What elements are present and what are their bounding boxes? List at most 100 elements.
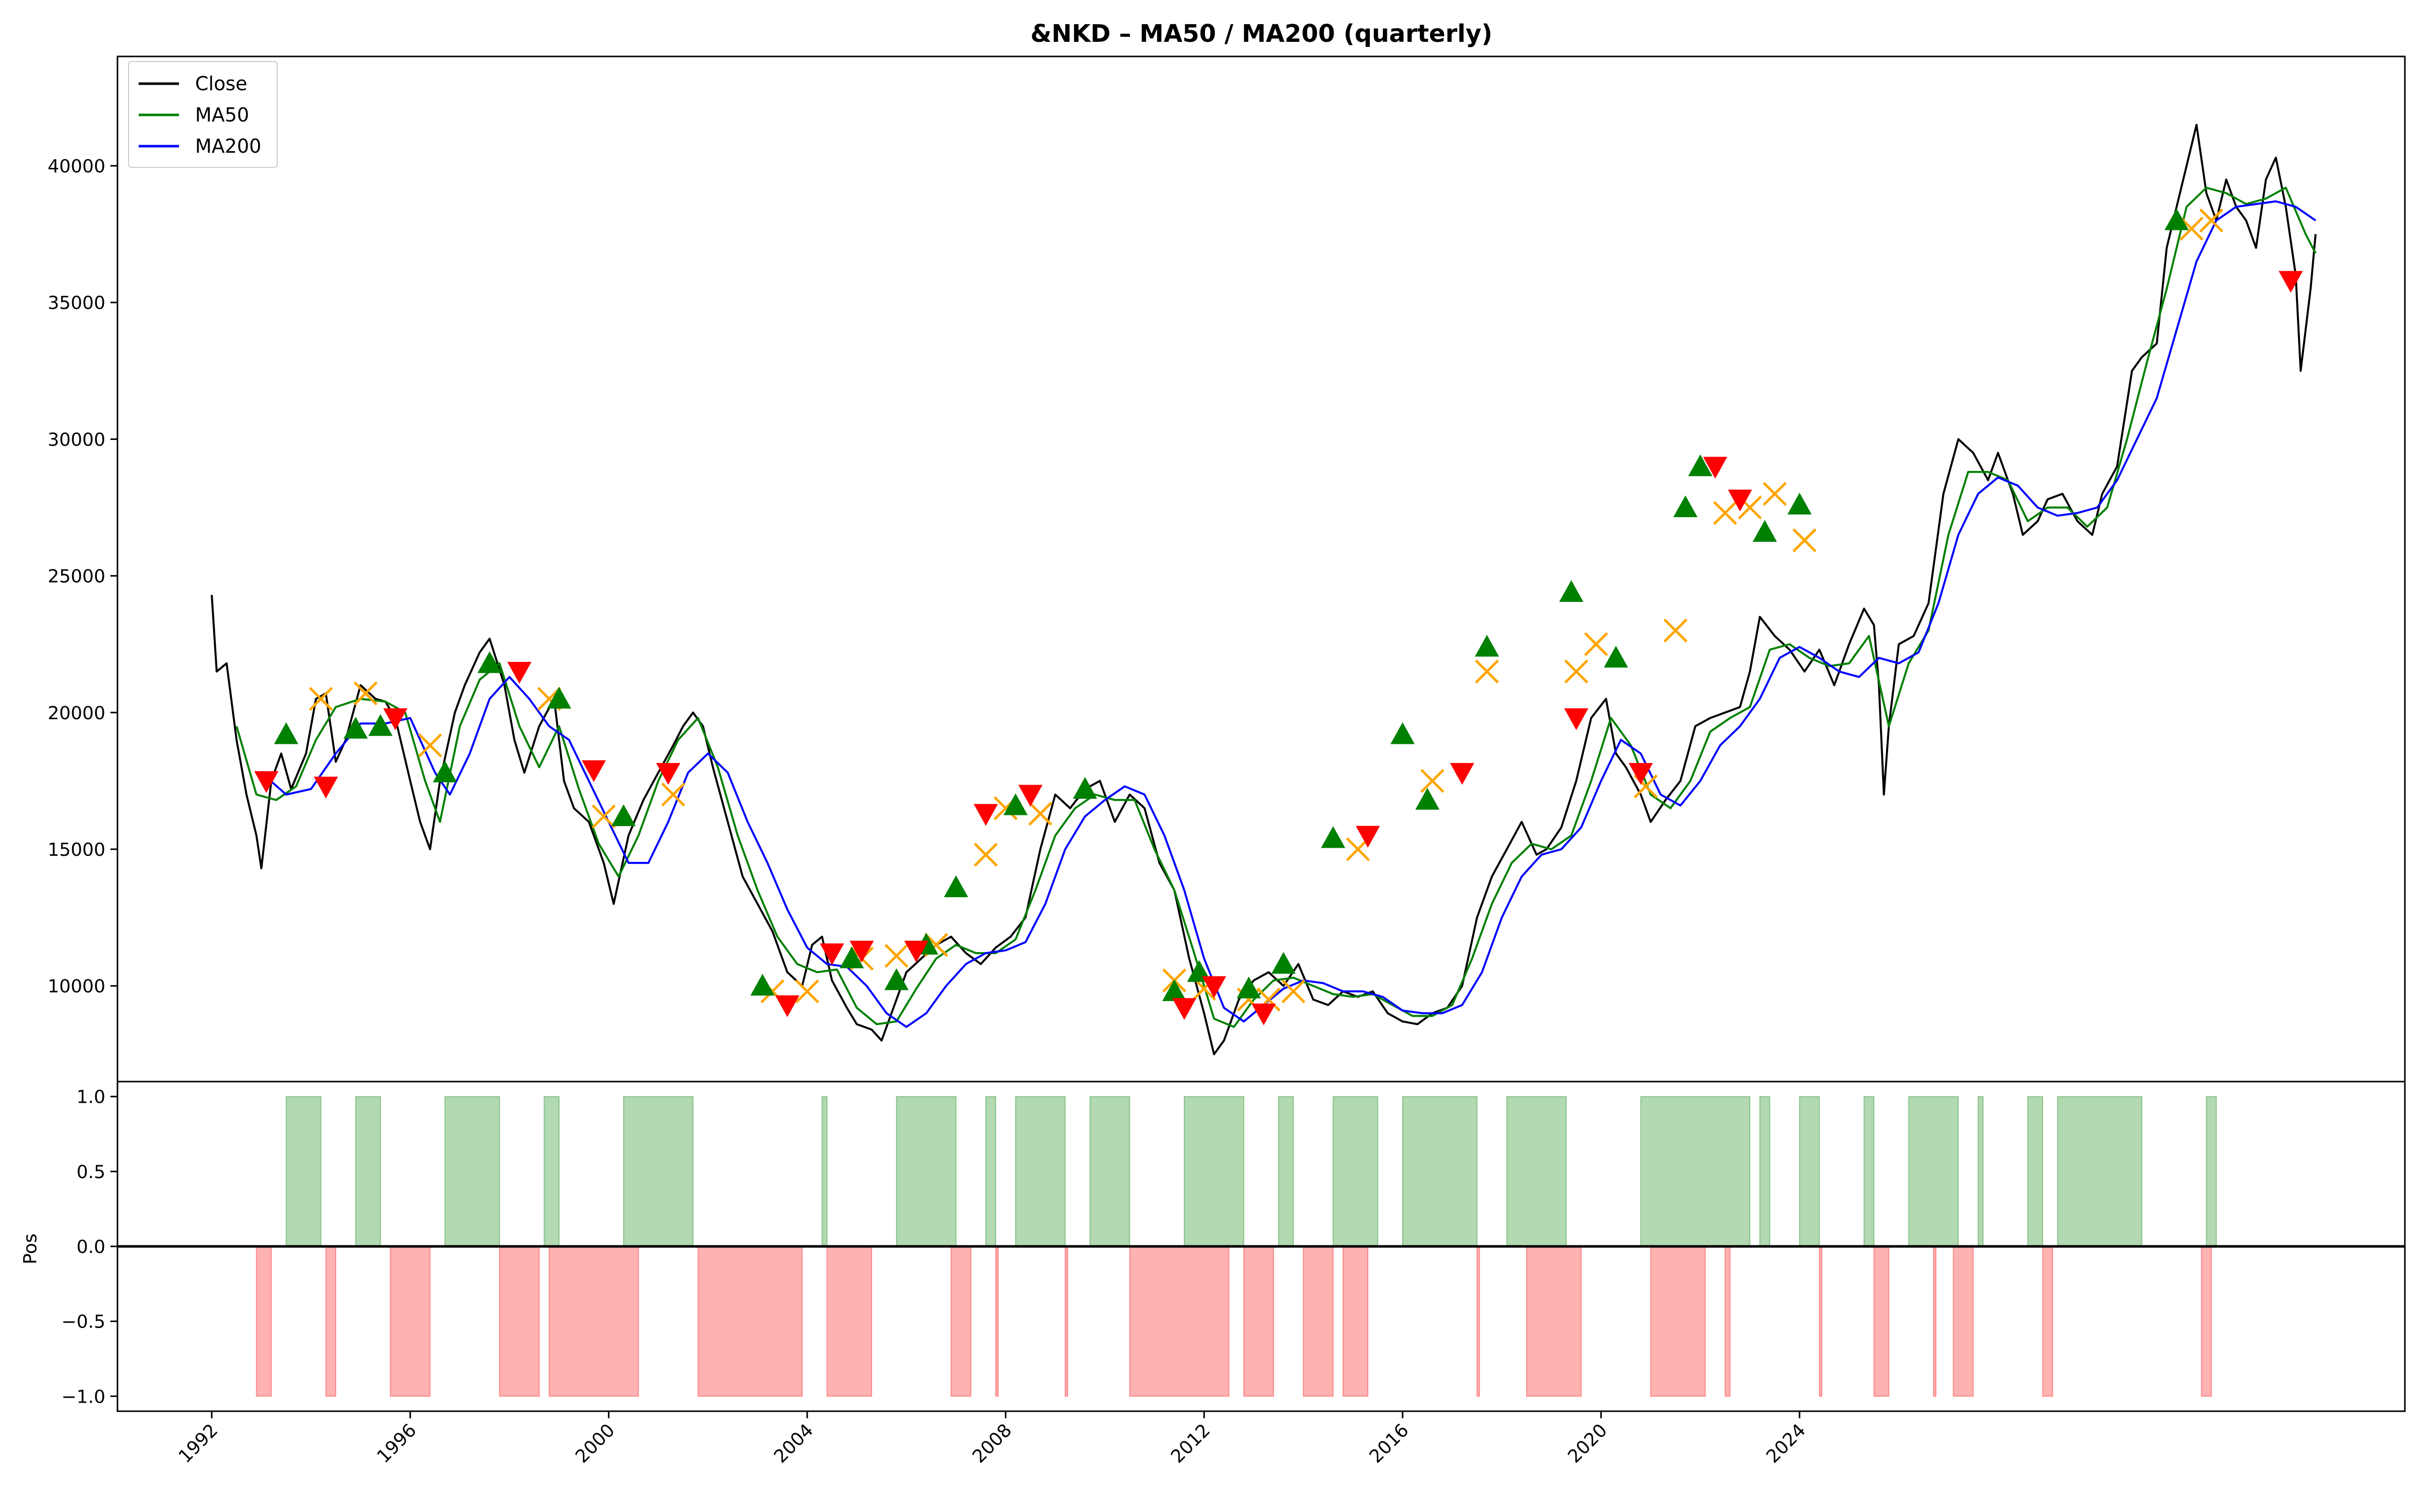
short-position-area	[826, 1246, 872, 1397]
exit-marker	[1475, 659, 1499, 684]
sell-marker	[1628, 763, 1653, 785]
long-position-area	[2027, 1096, 2043, 1247]
exit-marker	[309, 686, 333, 711]
exit-marker	[2199, 208, 2223, 233]
exit-marker	[1028, 801, 1053, 826]
exit-marker	[1281, 979, 1306, 1003]
short-position-area	[499, 1246, 540, 1397]
sell-marker	[656, 763, 681, 785]
short-position-area	[950, 1246, 972, 1397]
short-position-area	[1953, 1246, 1974, 1397]
buy-marker	[274, 722, 298, 744]
sell-marker	[1703, 457, 1728, 479]
series-line-close	[211, 123, 2317, 1055]
sell-marker	[1172, 998, 1196, 1020]
buy-marker	[1162, 979, 1187, 1001]
short-position-area	[1873, 1246, 1890, 1397]
buy-marker	[1321, 826, 1346, 848]
buy-marker	[750, 974, 775, 996]
long-position-area	[1402, 1096, 1478, 1247]
long-position-area	[1183, 1096, 1245, 1247]
short-position-area	[256, 1246, 272, 1397]
exit-marker	[418, 733, 442, 758]
long-position-area	[1015, 1096, 1066, 1247]
buy-marker	[477, 651, 502, 673]
exit-marker	[1713, 501, 1737, 525]
long-position-area	[985, 1096, 996, 1247]
exit-marker	[1564, 659, 1589, 684]
exit-marker	[1584, 632, 1608, 656]
short-position-area	[2201, 1246, 2212, 1397]
top-y-tick-label: 10000	[47, 976, 105, 997]
short-position-area	[1129, 1246, 1230, 1397]
short-position-area	[1819, 1246, 1823, 1397]
short-position-area	[1243, 1246, 1275, 1397]
long-position-area	[355, 1096, 381, 1247]
short-position-area	[1933, 1246, 1937, 1397]
bottom-y-axis-label: Pos	[20, 1233, 41, 1264]
bottom-y-tick-label: 1.0	[77, 1087, 105, 1108]
short-position-area	[325, 1246, 337, 1397]
sell-marker	[1202, 976, 1227, 998]
short-position-area	[697, 1246, 803, 1397]
long-position-area	[1908, 1096, 1959, 1247]
sell-marker	[1018, 785, 1043, 807]
long-position-area	[821, 1096, 828, 1247]
buy-marker	[1559, 580, 1584, 602]
exit-marker	[1420, 769, 1444, 793]
short-position-area	[1064, 1246, 1068, 1397]
top-markers-layer	[254, 208, 2303, 1026]
legend-label-ma50: MA50	[195, 104, 249, 126]
top-y-tick-label: 35000	[47, 293, 105, 313]
exit-marker	[1763, 482, 1787, 506]
top-y-tick-label: 15000	[47, 840, 105, 860]
long-position-area	[1333, 1096, 1378, 1247]
buy-marker	[839, 946, 864, 969]
short-position-area	[1650, 1246, 1706, 1397]
buy-marker	[944, 875, 969, 898]
legend-box	[128, 61, 278, 168]
short-position-area	[1303, 1246, 1334, 1397]
sell-marker	[314, 777, 338, 799]
buy-marker	[547, 686, 571, 709]
top-y-axis: 10000 15000 20000 25000 30000 35000 40000	[47, 156, 117, 997]
bottom-y-tick-label: −1.0	[62, 1387, 105, 1407]
sell-marker	[1728, 489, 1752, 512]
buy-marker	[1271, 952, 1296, 974]
sell-marker	[1450, 763, 1475, 785]
sell-marker	[2278, 271, 2303, 293]
long-position-area	[1089, 1096, 1130, 1247]
buy-marker	[1236, 976, 1261, 998]
sell-marker	[383, 708, 408, 730]
series-line-ma50	[235, 186, 2317, 1028]
long-position-area	[896, 1096, 957, 1247]
bottom-y-axis: −1.0 −0.5 0.0 0.5 1.0	[62, 1087, 117, 1407]
long-position-area	[1640, 1096, 1750, 1247]
buy-marker	[1003, 793, 1028, 815]
long-position-area	[623, 1096, 694, 1247]
top-y-tick-label: 20000	[47, 703, 105, 724]
top-y-tick-label: 40000	[47, 156, 105, 177]
short-position-area	[2042, 1246, 2053, 1397]
legend: Close MA50 MA200	[128, 61, 278, 168]
exit-marker	[591, 804, 616, 829]
sell-marker	[1564, 708, 1589, 730]
exit-marker	[353, 681, 378, 706]
short-position-area	[549, 1246, 639, 1397]
long-position-area	[1278, 1096, 1294, 1247]
short-position-area	[1476, 1246, 1480, 1397]
top-y-tick-label: 30000	[47, 429, 105, 450]
buy-marker	[611, 804, 636, 827]
exit-marker	[2180, 216, 2204, 241]
sell-marker	[507, 662, 532, 684]
long-position-area	[543, 1096, 560, 1247]
short-position-area	[1342, 1246, 1369, 1397]
top-y-tick-label: 25000	[47, 566, 105, 587]
sell-marker	[1356, 826, 1380, 848]
long-position-area	[1977, 1096, 1984, 1247]
sell-marker	[904, 940, 929, 963]
buy-marker	[1673, 495, 1698, 518]
long-position-area	[1799, 1096, 1820, 1247]
long-position-area	[285, 1096, 322, 1247]
